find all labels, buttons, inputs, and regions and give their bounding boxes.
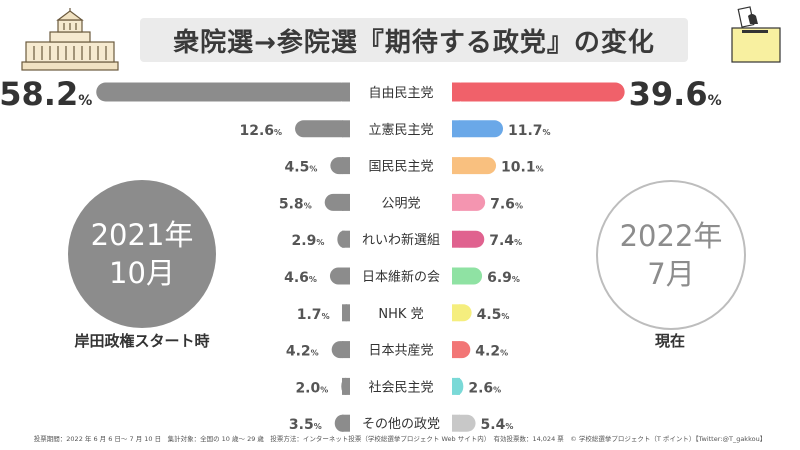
bar-2021-cap-4 [342, 230, 350, 248]
bar-2022-3 [452, 193, 486, 211]
value-2022-6: 4.5% [477, 307, 510, 323]
left-period-circle: 2021年 10月 [68, 180, 216, 328]
value-2021-8: 2.0% [295, 380, 328, 396]
value-2021-9: 3.5% [289, 417, 322, 433]
bar-2021-cap-6 [342, 304, 350, 322]
left-period-year: 2021年 [90, 218, 194, 252]
category-label-0: 自由民主党 [368, 86, 433, 101]
value-2022-1: 11.7% [508, 123, 551, 139]
category-label-8: 社会民主党 [368, 379, 433, 395]
bar-2022-cap-4 [452, 230, 460, 248]
bar-2022-cap-5 [452, 267, 460, 285]
right-period-circle: 2022年 7月 [596, 180, 746, 330]
category-label-9: その他の政党 [362, 417, 440, 432]
value-2021-0: 58.2% [0, 75, 92, 113]
value-2022-7: 4.2% [475, 344, 508, 360]
bar-2021-cap-0 [342, 82, 350, 102]
bar-2022-cap-1 [452, 120, 460, 138]
category-label-7: 日本共産党 [368, 343, 433, 359]
footnote: 投票期間：2022 年 6 月 6 日〜 7 月 10 日 集計対象：全国の 1… [33, 435, 767, 443]
title-box: 衆院選→参院選『期待する政党』の変化 [140, 18, 688, 62]
bar-2022-2 [452, 157, 497, 175]
category-label-3: 公明党 [381, 196, 420, 211]
value-2022-5: 6.9% [487, 270, 520, 286]
bar-2021-1 [295, 120, 350, 138]
bar-2022-cap-9 [452, 414, 460, 432]
diet-building-icon [21, 8, 119, 71]
bar-2022-cap-0 [452, 82, 460, 102]
right-period-year: 2022年 [619, 219, 723, 253]
value-2022-0: 39.6% [629, 75, 722, 113]
bar-2022-cap-7 [452, 341, 460, 359]
bar-2022-0 [452, 82, 625, 102]
value-2021-1: 12.6% [240, 123, 283, 139]
bar-2022-cap-8 [452, 377, 460, 395]
bar-2021-cap-7 [342, 341, 350, 359]
bar-2021-cap-5 [342, 267, 350, 285]
bar-2022-cap-2 [452, 157, 460, 175]
value-2022-4: 7.4% [489, 233, 522, 249]
bar-2021-cap-3 [342, 193, 350, 211]
left-period-month: 10月 [109, 256, 175, 290]
category-label-6: NHK 党 [378, 307, 423, 322]
value-2021-7: 4.2% [286, 344, 319, 360]
bar-2021-cap-2 [342, 157, 350, 175]
value-2021-3: 5.8% [279, 196, 312, 212]
value-2021-5: 4.6% [284, 270, 317, 286]
value-2022-2: 10.1% [501, 160, 544, 176]
ballot-box-icon [731, 6, 781, 63]
bar-2022-cap-3 [452, 193, 460, 211]
bar-2021-0 [96, 82, 350, 102]
chart-title: 衆院選→参院選『期待する政党』の変化 [173, 27, 655, 58]
bar-2021-cap-9 [342, 414, 350, 432]
right-period-label: 現在 [654, 332, 685, 350]
left-period-label: 岸田政権スタート時 [74, 332, 210, 350]
category-label-5: 日本維新の会 [362, 269, 440, 285]
value-2022-3: 7.6% [490, 196, 523, 212]
right-period-month: 7月 [647, 257, 695, 291]
value-2021-6: 1.7% [297, 307, 330, 323]
bar-2021-cap-1 [342, 120, 350, 138]
bar-2022-4 [452, 230, 485, 248]
value-2021-2: 4.5% [285, 160, 318, 176]
value-2021-4: 2.9% [292, 233, 325, 249]
bar-2021-cap-8 [342, 377, 350, 395]
value-2022-8: 2.6% [468, 380, 501, 396]
category-label-1: 立憲民主党 [368, 122, 433, 138]
category-label-4: れいわ新選組 [362, 232, 440, 248]
category-label-2: 国民民主党 [368, 160, 433, 175]
value-2022-9: 5.4% [481, 417, 514, 433]
bar-2022-1 [452, 120, 504, 138]
bar-2022-cap-6 [452, 304, 460, 322]
